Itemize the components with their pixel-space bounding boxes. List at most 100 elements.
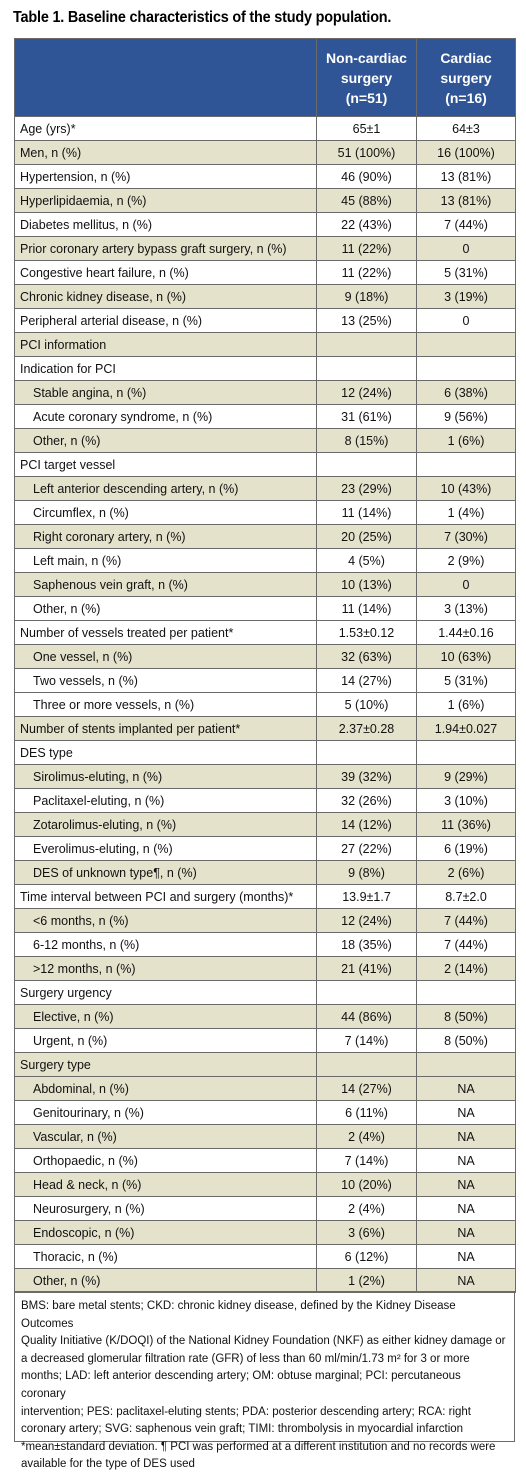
table-row: Chronic kidney disease, n (%) 9 (18%) 3 (1… — [14, 284, 516, 309]
section-row: PCI target vessel — [14, 452, 516, 477]
table-row: 6-12 months, n (%) 18 (35%) 7 (44%) — [14, 932, 516, 957]
section-label: Surgery urgency — [14, 980, 317, 1005]
value-cardiac: 7 (30%) — [416, 524, 516, 549]
header-characteristic — [14, 38, 317, 117]
value-cardiac: 3 (10%) — [416, 788, 516, 813]
table-row: Number of vessels treated per patient* 1.… — [14, 620, 516, 645]
row-label: Men, n (%) — [14, 140, 317, 165]
table-row: Two vessels, n (%) 14 (27%) 5 (31%) — [14, 668, 516, 693]
table-row: Abdominal, n (%) 14 (27%) NA — [14, 1076, 516, 1101]
value-cardiac: NA — [416, 1100, 516, 1125]
value-cardiac: NA — [416, 1220, 516, 1245]
table-row: Orthopaedic, n (%) 7 (14%) NA — [14, 1148, 516, 1173]
row-label: Sirolimus-eluting, n (%) — [14, 764, 317, 789]
table-row: Left anterior descending artery, n (%) 23… — [14, 476, 516, 501]
table-row: <6 months, n (%) 12 (24%) 7 (44%) — [14, 908, 516, 933]
row-label: Head & neck, n (%) — [14, 1172, 317, 1197]
value-cardiac: 1.94±0.027 — [416, 716, 516, 741]
table-row: Other, n (%) 1 (2%) NA — [14, 1268, 516, 1293]
table-row: Men, n (%) 51 (100%) 16 (100%) — [14, 140, 516, 165]
row-label: Diabetes mellitus, n (%) — [14, 212, 317, 237]
row-label: >12 months, n (%) — [14, 956, 317, 981]
value-non-cardiac: 44 (86%) — [316, 1004, 417, 1029]
section-row: Surgery type — [14, 1052, 516, 1077]
table-row: Circumflex, n (%) 11 (14%) 1 (4%) — [14, 500, 516, 525]
section-label: PCI information — [14, 332, 317, 357]
value-non-cardiac: 39 (32%) — [316, 764, 417, 789]
table-row: Diabetes mellitus, n (%) 22 (43%) 7 (44%) — [14, 212, 516, 237]
value-cardiac: 1 (6%) — [416, 692, 516, 717]
row-label: Congestive heart failure, n (%) — [14, 260, 317, 285]
table-row: Elective, n (%) 44 (86%) 8 (50%) — [14, 1004, 516, 1029]
value-cardiac: 5 (31%) — [416, 260, 516, 285]
value-non-cardiac: 2.37±0.28 — [316, 716, 417, 741]
value-cardiac: NA — [416, 1148, 516, 1173]
row-label: Acute coronary syndrome, n (%) — [14, 404, 317, 429]
table-row: Other, n (%) 8 (15%) 1 (6%) — [14, 428, 516, 453]
value-non-cardiac — [316, 980, 417, 1005]
value-non-cardiac: 11 (14%) — [316, 500, 417, 525]
row-label: Hyperlipidaemia, n (%) — [14, 188, 317, 213]
row-label: Vascular, n (%) — [14, 1124, 317, 1149]
value-non-cardiac: 2 (4%) — [316, 1124, 417, 1149]
value-non-cardiac: 7 (14%) — [316, 1028, 417, 1053]
value-non-cardiac: 2 (4%) — [316, 1196, 417, 1221]
value-non-cardiac: 4 (5%) — [316, 548, 417, 573]
value-cardiac — [416, 332, 516, 357]
value-cardiac: 7 (44%) — [416, 212, 516, 237]
footnote-line: intervention; PES: paclitaxel-eluting st… — [21, 1405, 471, 1418]
value-cardiac: 6 (38%) — [416, 380, 516, 405]
table-row: >12 months, n (%) 21 (41%) 2 (14%) — [14, 956, 516, 981]
value-non-cardiac: 13.9±1.7 — [316, 884, 417, 909]
value-non-cardiac — [316, 356, 417, 381]
value-cardiac: NA — [416, 1172, 516, 1197]
value-cardiac: 16 (100%) — [416, 140, 516, 165]
value-non-cardiac: 1.53±0.12 — [316, 620, 417, 645]
value-cardiac — [416, 740, 516, 765]
table-footnote: BMS: bare metal stents; CKD: chronic kid… — [14, 1291, 515, 1470]
table-row: Thoracic, n (%) 6 (12%) NA — [14, 1244, 516, 1269]
value-cardiac: 5 (31%) — [416, 668, 516, 693]
row-label: Right coronary artery, n (%) — [14, 524, 317, 549]
table-row: Zotarolimus-eluting, n (%) 14 (12%) 11 (36… — [14, 812, 516, 837]
table-row: Time interval between PCI and surgery (m… — [14, 884, 516, 909]
row-label: Saphenous vein graft, n (%) — [14, 572, 317, 597]
value-non-cardiac: 27 (22%) — [316, 836, 417, 861]
value-non-cardiac — [316, 332, 417, 357]
value-cardiac: 9 (56%) — [416, 404, 516, 429]
value-non-cardiac: 6 (12%) — [316, 1244, 417, 1269]
row-label: Other, n (%) — [14, 428, 317, 453]
table-row: Right coronary artery, n (%) 20 (25%) 7 (3… — [14, 524, 516, 549]
value-cardiac: 10 (43%) — [416, 476, 516, 501]
section-label: DES type — [14, 740, 317, 765]
table-row: Endoscopic, n (%) 3 (6%) NA — [14, 1220, 516, 1245]
header-non-cardiac: Non-cardiac surgery (n=51) — [316, 38, 417, 117]
row-label: Endoscopic, n (%) — [14, 1220, 317, 1245]
header-cardiac-line3: (n=16) — [445, 89, 487, 106]
section-row: PCI information — [14, 332, 516, 357]
table-row: Congestive heart failure, n (%) 11 (22%) 5… — [14, 260, 516, 285]
row-label: Orthopaedic, n (%) — [14, 1148, 317, 1173]
value-cardiac: 0 — [416, 236, 516, 261]
value-cardiac: 11 (36%) — [416, 812, 516, 837]
table-row: Vascular, n (%) 2 (4%) NA — [14, 1124, 516, 1149]
value-non-cardiac: 32 (63%) — [316, 644, 417, 669]
row-label: Thoracic, n (%) — [14, 1244, 317, 1269]
row-label: Stable angina, n (%) — [14, 380, 317, 405]
table-row: Three or more vessels, n (%) 5 (10%) 1 (6%… — [14, 692, 516, 717]
value-cardiac: 3 (13%) — [416, 596, 516, 621]
value-cardiac: NA — [416, 1196, 516, 1221]
row-label: Neurosurgery, n (%) — [14, 1196, 317, 1221]
value-cardiac: 64±3 — [416, 116, 516, 141]
footnote-line: months; LAD: left anterior descending ar… — [21, 1370, 461, 1400]
table-row: Stable angina, n (%) 12 (24%) 6 (38%) — [14, 380, 516, 405]
value-non-cardiac: 14 (12%) — [316, 812, 417, 837]
table-title: Table 1. Baseline characteristics of the… — [13, 9, 392, 26]
value-non-cardiac: 9 (8%) — [316, 860, 417, 885]
row-label: Hypertension, n (%) — [14, 164, 317, 189]
row-label: One vessel, n (%) — [14, 644, 317, 669]
row-label: Paclitaxel-eluting, n (%) — [14, 788, 317, 813]
value-non-cardiac — [316, 740, 417, 765]
baseline-table: Non-cardiac surgery (n=51) Cardiac surge… — [14, 38, 516, 1293]
